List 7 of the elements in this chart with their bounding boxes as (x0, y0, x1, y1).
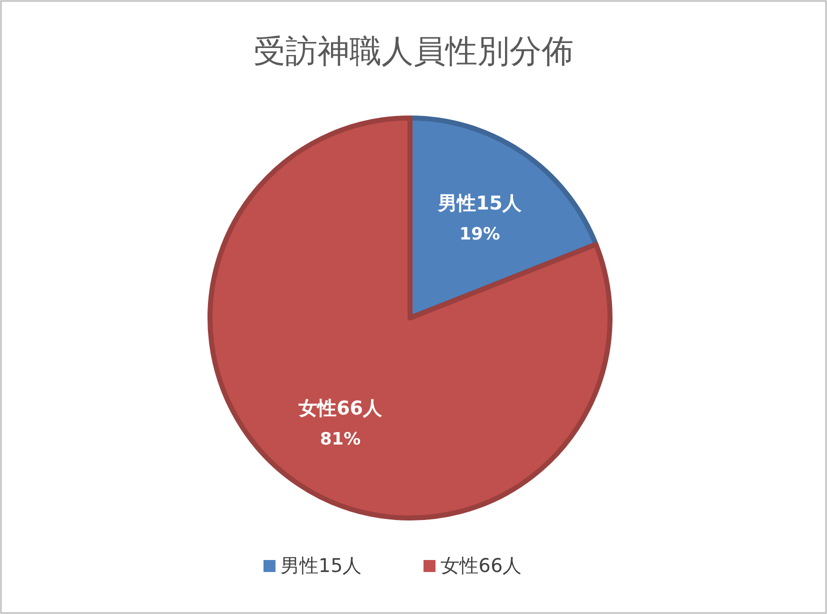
legend-label: 男性15人 (280, 555, 362, 577)
slice-label: 女性66人 (298, 398, 384, 420)
slice-label: 男性15人 (436, 192, 522, 214)
legend-label: 女性66人 (440, 555, 522, 577)
chart-title: 受訪神職人員性別分佈 (254, 32, 574, 70)
data-label: 19% (459, 224, 500, 244)
data-label: 81% (320, 430, 361, 450)
